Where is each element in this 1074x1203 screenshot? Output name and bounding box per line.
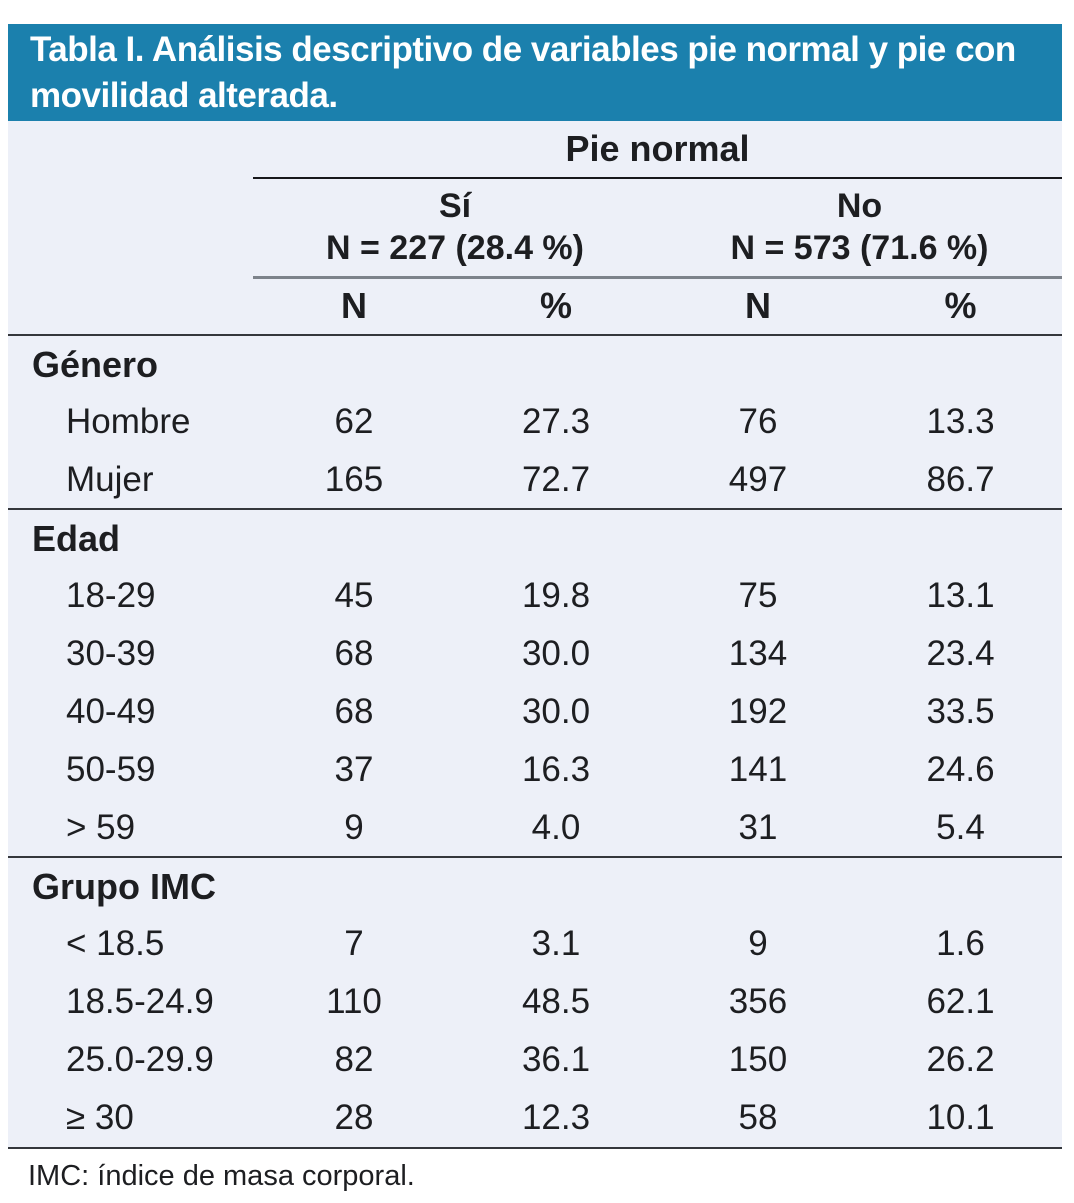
row-label: ≥ 30 <box>66 1098 134 1137</box>
row-label: Mujer <box>66 459 154 499</box>
cell-value: 3.1 <box>531 924 581 963</box>
table-row: 18.5-24.9 110 48.5 356 62.1 <box>8 973 1062 1031</box>
row-label: 18.5-24.9 <box>66 982 214 1021</box>
row-label: > 59 <box>66 807 136 847</box>
cell-value: 141 <box>728 750 788 789</box>
cell-value: 356 <box>728 982 788 1021</box>
column-header-row: N % N % <box>8 277 1062 335</box>
empty-cell <box>8 277 253 335</box>
subgroup-no-count: N = 573 (71.6 %) <box>730 229 989 268</box>
cell-value: 5.4 <box>936 807 985 847</box>
subgroup-no-label: No <box>836 187 883 226</box>
cell-value: 58 <box>738 1098 778 1137</box>
cell-value: 9 <box>748 924 768 963</box>
cell-value: 4.0 <box>531 807 581 847</box>
row-label: < 18.5 <box>66 924 165 963</box>
table-row: 30-39 68 30.0 134 23.4 <box>8 625 1062 683</box>
cell-value: 165 <box>324 459 384 499</box>
cell-value: 192 <box>728 692 788 731</box>
section-row-0: Género <box>8 334 1062 393</box>
cell-value: 12.3 <box>521 1098 591 1137</box>
cell-value: 45 <box>334 576 374 615</box>
cell-value: 30.0 <box>521 692 591 731</box>
table-row: 50-59 37 16.3 141 24.6 <box>8 741 1062 799</box>
cell-value: 75 <box>738 576 778 615</box>
cell-value: 37 <box>334 750 374 789</box>
section-header: Edad <box>8 508 1062 567</box>
cell-value: 1.6 <box>936 924 985 963</box>
cell-value: 33.5 <box>926 692 995 731</box>
column-header-n-si: N <box>341 285 367 327</box>
cell-value: 76 <box>738 402 778 441</box>
table-row: Hombre 62 27.3 76 13.3 <box>8 393 1062 451</box>
subgroup-header-row: Sí N = 227 (28.4 %) No N = 573 (71.6 %) <box>8 178 1062 279</box>
cell-value: 82 <box>334 1040 374 1079</box>
cell-value: 36.1 <box>521 1040 591 1079</box>
section-row-2: Grupo IMC <box>8 856 1062 915</box>
subgroup-si-label: Sí <box>438 187 472 226</box>
section-row-1: Edad <box>8 508 1062 567</box>
cell-value: 23.4 <box>926 634 995 673</box>
column-header-pct-no: % <box>944 285 977 327</box>
subgroup-header-si: Sí N = 227 (28.4 %) <box>253 178 657 279</box>
cell-value: 150 <box>728 1040 788 1079</box>
row-label: Hombre <box>66 402 191 441</box>
table-title: Tabla I. Análisis descriptivo de variabl… <box>30 29 1016 115</box>
data-table: Pie normal Sí N = 227 (28.4 %) No N = 57… <box>8 121 1062 1147</box>
descriptive-table: Pie normal Sí N = 227 (28.4 %) No N = 57… <box>8 121 1062 1149</box>
subgroup-header-no: No N = 573 (71.6 %) <box>657 178 1062 279</box>
cell-value: 28 <box>334 1098 374 1137</box>
table-title-bar: Tabla I. Análisis descriptivo de variabl… <box>8 24 1062 121</box>
cell-value: 9 <box>344 807 364 847</box>
row-label: 18-29 <box>66 576 156 615</box>
column-header-n-no: N <box>745 285 771 327</box>
subgroup-si-count: N = 227 (28.4 %) <box>326 229 584 268</box>
section-header: Grupo IMC <box>8 856 1062 915</box>
table-row: 18-29 45 19.8 75 13.1 <box>8 567 1062 625</box>
section-header: Género <box>8 334 1062 393</box>
row-label: 50-59 <box>66 750 156 789</box>
group-header-row: Pie normal <box>8 121 1062 179</box>
table-footnote: IMC: índice de masa corporal. <box>28 1160 415 1192</box>
table-row: ≥ 30 28 12.3 58 10.1 <box>8 1089 1062 1147</box>
cell-value: 62 <box>334 402 374 441</box>
row-label: 40-49 <box>66 692 156 731</box>
cell-value: 24.6 <box>926 750 995 789</box>
column-header-pct-si: % <box>539 285 572 327</box>
cell-value: 134 <box>728 634 788 673</box>
cell-value: 27.3 <box>521 402 591 441</box>
cell-value: 19.8 <box>521 576 591 615</box>
cell-value: 497 <box>728 459 788 499</box>
row-label: 25.0-29.9 <box>66 1040 214 1079</box>
cell-value: 86.7 <box>926 459 995 499</box>
empty-corner-cell <box>8 121 253 178</box>
column-group-header: Pie normal <box>253 121 1062 179</box>
cell-value: 7 <box>344 924 364 963</box>
cell-value: 110 <box>326 982 382 1021</box>
cell-value: 62.1 <box>926 982 995 1021</box>
cell-value: 13.3 <box>926 402 995 441</box>
cell-value: 68 <box>334 692 374 731</box>
cell-value: 72.7 <box>521 459 591 499</box>
cell-value: 68 <box>334 634 374 673</box>
cell-value: 31 <box>738 807 778 847</box>
cell-value: 26.2 <box>926 1040 995 1079</box>
cell-value: 16.3 <box>521 750 591 789</box>
empty-cell <box>8 178 253 277</box>
table-row: 40-49 68 30.0 192 33.5 <box>8 683 1062 741</box>
table-row: Mujer 165 72.7 497 86.7 <box>8 451 1062 509</box>
cell-value: 10.1 <box>926 1098 995 1137</box>
table-row: > 59 9 4.0 31 5.4 <box>8 799 1062 857</box>
row-label: 30-39 <box>66 634 156 673</box>
cell-value: 30.0 <box>521 634 591 673</box>
table-row: < 18.5 7 3.1 9 1.6 <box>8 915 1062 973</box>
table-row: 25.0-29.9 82 36.1 150 26.2 <box>8 1031 1062 1089</box>
cell-value: 13.1 <box>926 576 995 615</box>
cell-value: 48.5 <box>521 982 591 1021</box>
